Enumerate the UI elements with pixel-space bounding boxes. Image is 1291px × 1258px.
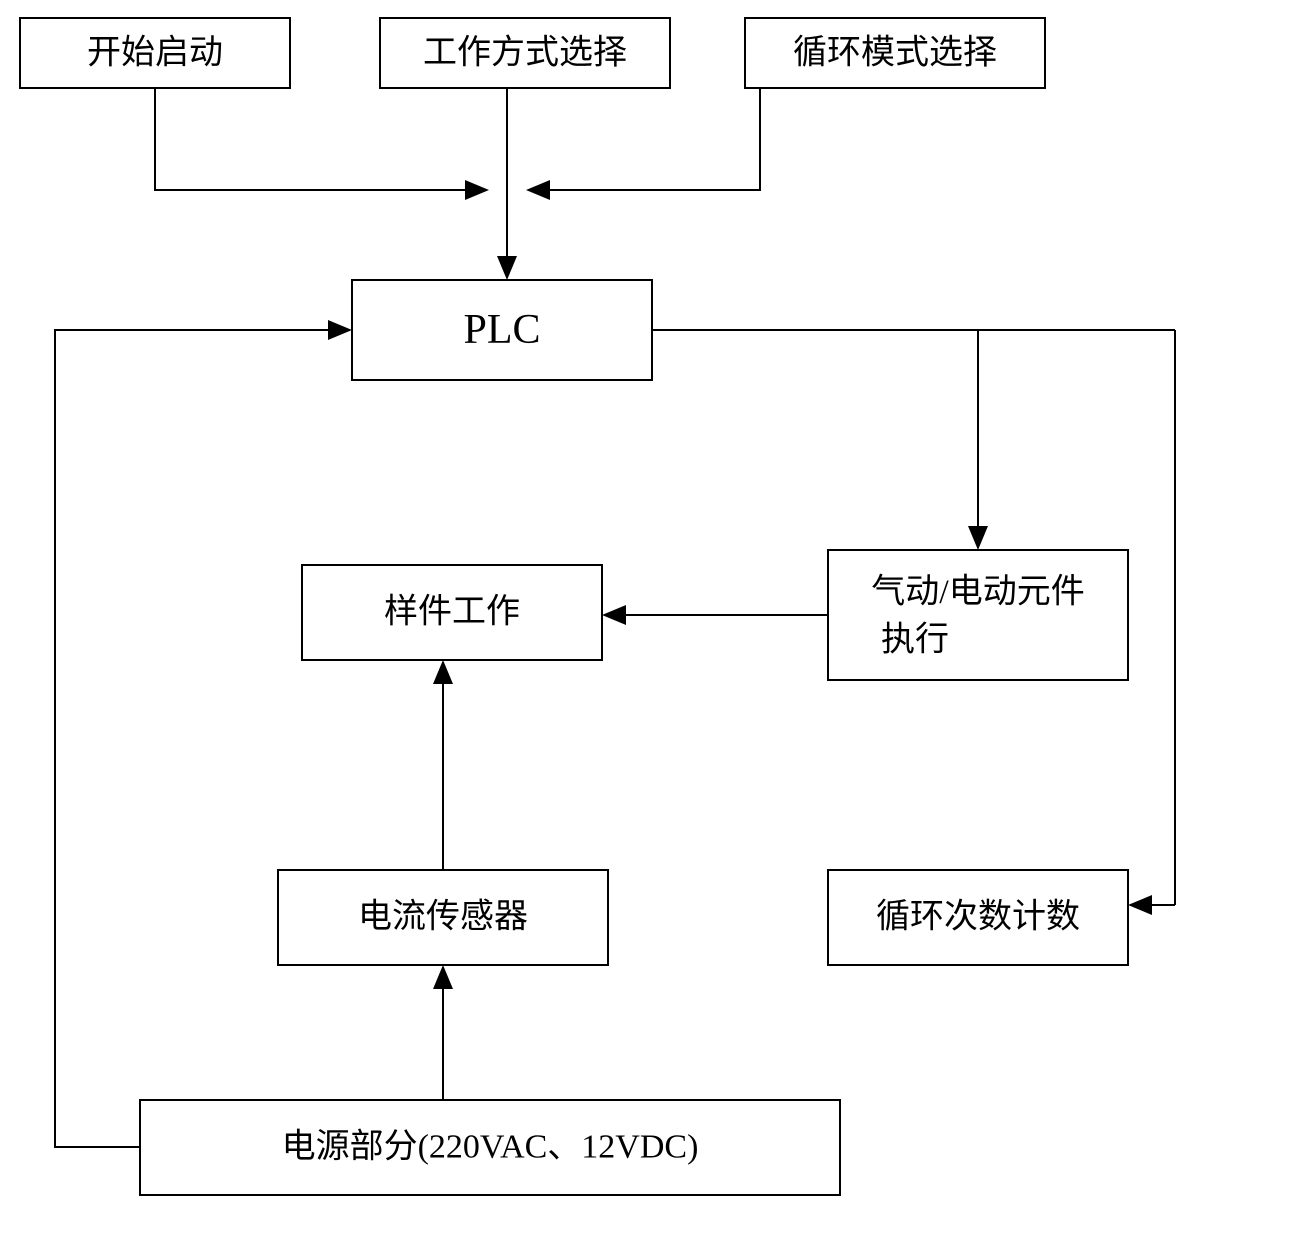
- edge-start-to-merge: [155, 88, 485, 190]
- node-start: 开始启动: [20, 18, 290, 88]
- node-cycle-mode-label: 循环模式选择: [793, 34, 997, 72]
- edge-cyclemode-to-merge: [530, 88, 760, 190]
- node-work-mode: 工作方式选择: [380, 18, 670, 88]
- node-start-label: 开始启动: [87, 34, 223, 72]
- node-counter: 循环次数计数: [828, 870, 1128, 965]
- node-sample: 样件工作: [302, 565, 602, 660]
- node-cycle-mode: 循环模式选择: [745, 18, 1045, 88]
- node-plc-label: PLC: [463, 307, 540, 353]
- node-power: 电源部分(220VAC、12VDC): [140, 1100, 840, 1195]
- node-actuator-line2: 执行: [881, 621, 949, 659]
- flowchart-svg: 开始启动 工作方式选择 循环模式选择 PLC 气动/电动元件 执行 样件工作 电…: [0, 0, 1291, 1258]
- edge-plc-to-actuator: [652, 330, 978, 546]
- node-sample-label: 样件工作: [384, 593, 520, 631]
- node-sensor: 电流传感器: [278, 870, 608, 965]
- node-power-label: 电源部分(220VAC、12VDC): [282, 1128, 699, 1166]
- node-sensor-label: 电流传感器: [358, 898, 528, 936]
- edge-power-to-plc: [55, 330, 348, 1147]
- node-actuator: 气动/电动元件 执行: [828, 550, 1128, 680]
- node-actuator-line1: 气动/电动元件: [871, 573, 1084, 611]
- node-plc: PLC: [352, 280, 652, 380]
- node-work-mode-label: 工作方式选择: [423, 34, 627, 72]
- node-counter-label: 循环次数计数: [876, 898, 1080, 936]
